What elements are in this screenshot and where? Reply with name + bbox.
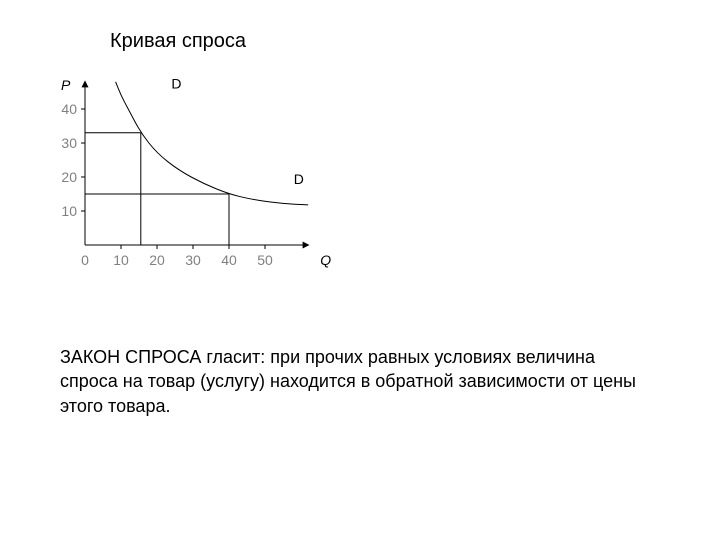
svg-text:10: 10 — [113, 252, 129, 268]
chart-title: Кривая спроса — [110, 30, 246, 53]
law-paragraph: ЗАКОН СПРОСА гласит: при прочих равных у… — [60, 345, 645, 418]
svg-text:0: 0 — [81, 252, 89, 268]
demand-chart-svg: 0 10 20 30 40 50 10 20 30 40 P Q D D — [45, 60, 335, 290]
svg-text:30: 30 — [185, 252, 201, 268]
demand-chart: 0 10 20 30 40 50 10 20 30 40 P Q D D — [45, 60, 335, 290]
svg-text:10: 10 — [61, 203, 77, 219]
svg-text:30: 30 — [61, 135, 77, 151]
svg-text:20: 20 — [149, 252, 165, 268]
svg-text:40: 40 — [221, 252, 237, 268]
svg-text:40: 40 — [61, 101, 77, 117]
svg-text:D: D — [294, 171, 304, 187]
slide: Кривая спроса 0 10 20 30 40 50 10 20 30 40 P Q D D ЗА… — [0, 0, 720, 540]
svg-text:20: 20 — [61, 169, 77, 185]
svg-text:Q: Q — [320, 252, 331, 268]
svg-text:50: 50 — [257, 252, 273, 268]
svg-text:P: P — [61, 77, 71, 93]
svg-text:D: D — [171, 76, 181, 92]
